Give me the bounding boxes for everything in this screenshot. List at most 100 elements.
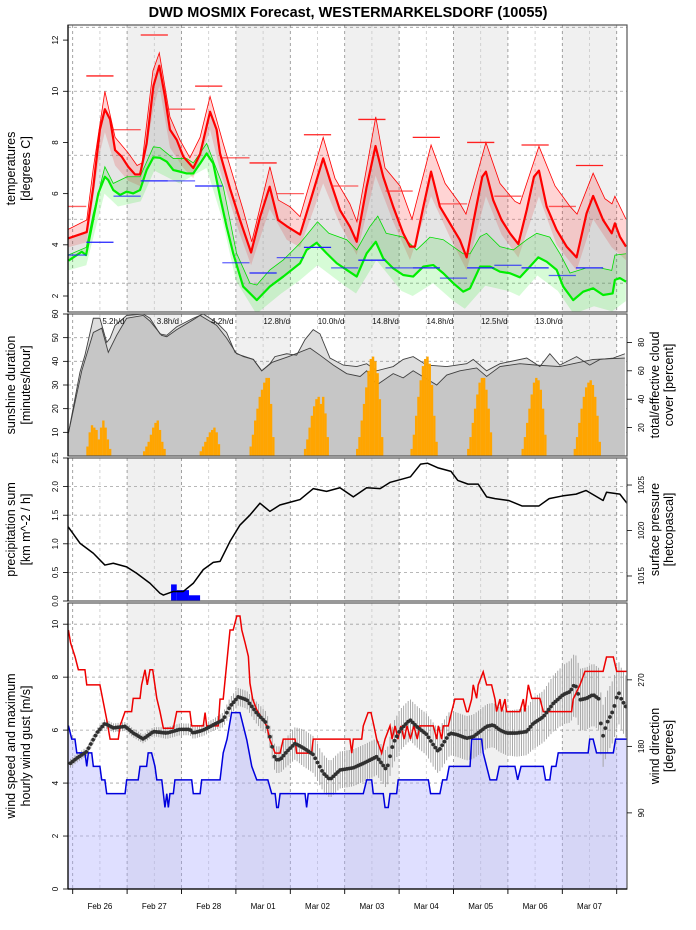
sunshine-bar bbox=[371, 356, 375, 456]
sunshine-bar bbox=[210, 429, 214, 456]
wind-direction-dot bbox=[227, 706, 232, 711]
x-axis-date-label: Mar 03 bbox=[359, 902, 384, 911]
sunshine-bar bbox=[541, 408, 545, 456]
temperature-ytick-label: 10 bbox=[51, 86, 60, 95]
sunshine-bar bbox=[93, 427, 96, 456]
wind-direction-dot bbox=[249, 704, 254, 709]
wind-ytick-label: 4 bbox=[51, 780, 60, 785]
shaded-day-band bbox=[453, 25, 508, 312]
sunshine-bar bbox=[303, 448, 307, 456]
precipitation-ylabel-line2: [km m^-2 / h] bbox=[19, 494, 33, 566]
wind-direction-dot bbox=[313, 756, 318, 761]
sunshine-bar bbox=[469, 437, 472, 456]
sunshine-bar bbox=[362, 403, 366, 456]
sunshine-bar bbox=[90, 425, 94, 456]
sunshine-plot-area bbox=[68, 314, 627, 456]
precipitation-bar bbox=[188, 595, 201, 601]
wind-direction-dot bbox=[254, 710, 259, 715]
sunshine-bar bbox=[380, 437, 384, 456]
sunshine-bar bbox=[526, 422, 529, 456]
temperature-upper-line bbox=[68, 51, 627, 242]
wind-direction-dot bbox=[619, 696, 624, 701]
wind-panel bbox=[67, 602, 628, 890]
sunshine-bar bbox=[435, 441, 438, 456]
sunshine-bar bbox=[310, 415, 314, 456]
sunshine-bar bbox=[584, 387, 588, 456]
wind-direction-dot bbox=[311, 752, 315, 757]
sunshine-bar bbox=[106, 439, 110, 456]
sunshine-ytick-label: 40 bbox=[51, 356, 60, 365]
sunshine-bar bbox=[376, 373, 379, 456]
sunshine-ytick-label: 50 bbox=[51, 333, 60, 342]
x-axis-date-label: Feb 26 bbox=[87, 902, 112, 911]
sunshine-bar bbox=[365, 387, 368, 456]
sunshine-bar bbox=[142, 451, 146, 456]
wind-direction-dot bbox=[283, 751, 288, 755]
x-axis-date-label: Mar 05 bbox=[468, 902, 493, 911]
sunshine-bar bbox=[163, 448, 166, 456]
wind-direction-dot bbox=[442, 739, 447, 744]
wind-direction-dot bbox=[374, 754, 379, 759]
sunshine-bar bbox=[575, 437, 579, 456]
sunshine-bar bbox=[267, 377, 271, 456]
temperature-line bbox=[68, 64, 627, 259]
precipitation-ytick-label: 2.0 bbox=[51, 480, 60, 492]
wind-ytick-label: 2 bbox=[51, 833, 60, 838]
wind-direction-dot bbox=[224, 710, 229, 715]
wind-direction-dot bbox=[424, 732, 429, 737]
wind-direction-dot bbox=[428, 739, 433, 743]
wind-direction-dot bbox=[610, 710, 615, 715]
shaded-day-band bbox=[235, 458, 291, 601]
sunshine-bar bbox=[149, 434, 153, 456]
sunshine-y2tick-label: 80 bbox=[637, 337, 646, 346]
wind-ylabel-line2: hourly wind gust [m/s] bbox=[19, 686, 33, 807]
sunshine-bar bbox=[582, 396, 586, 456]
wind-direction-dot bbox=[612, 704, 617, 708]
wind-direction-dot bbox=[390, 745, 395, 749]
wind-direction-dot bbox=[379, 760, 383, 765]
wind-direction-dot bbox=[404, 722, 408, 726]
sunshine-bar bbox=[215, 432, 218, 456]
wind-direction-dot bbox=[394, 734, 399, 739]
wind-ytick-label: 6 bbox=[51, 727, 60, 732]
sunshine-bar bbox=[158, 429, 162, 456]
wind-direction-dot bbox=[95, 730, 100, 734]
daily-sunshine-label: 14.8h/d bbox=[427, 317, 454, 326]
sunshine-y2label-line2: cover [percent] bbox=[662, 344, 676, 427]
precipitation-ytick-label: 0.0 bbox=[51, 595, 60, 607]
sunshine-bar bbox=[208, 432, 212, 456]
wind-direction-dot bbox=[574, 684, 578, 689]
sunshine-bar bbox=[419, 380, 422, 456]
sunshine-bar bbox=[426, 356, 429, 456]
daily-sunshine-label: 4.2h/d bbox=[211, 317, 233, 326]
dewpoint-upper-line bbox=[68, 142, 627, 286]
precipitation-panel bbox=[67, 457, 628, 602]
wind-direction-dot bbox=[247, 701, 252, 706]
daily-sunshine-label: 14.8h/d bbox=[372, 317, 399, 326]
sunshine-bar bbox=[88, 432, 91, 456]
wind-direction-dot bbox=[576, 692, 581, 696]
sunshine-bar bbox=[322, 396, 325, 456]
sunshine-bar bbox=[265, 377, 268, 456]
sunshine-bar bbox=[480, 377, 484, 456]
x-axis-date-label: Mar 01 bbox=[251, 902, 276, 911]
sunshine-bar bbox=[473, 408, 477, 456]
wind-direction-dot-group bbox=[68, 683, 627, 781]
wind-direction-dot bbox=[567, 690, 572, 694]
sunshine-bar bbox=[199, 451, 203, 456]
sunshine-bar bbox=[263, 382, 266, 456]
sunshine-bar bbox=[596, 415, 599, 456]
sunshine-ytick-label: 60 bbox=[51, 309, 60, 318]
daily-sunshine-label: 5.2h/d bbox=[102, 317, 124, 326]
sunshine-bar bbox=[478, 382, 481, 456]
precipitation-y2tick-label: 1020 bbox=[637, 521, 646, 539]
wind-direction-dot bbox=[91, 737, 95, 742]
wind-direction-dot bbox=[376, 757, 381, 762]
sunshine-bar bbox=[308, 427, 311, 456]
wind-direction-dot bbox=[603, 726, 608, 730]
wind-ytick-label: 8 bbox=[51, 674, 60, 679]
sunshine-bar bbox=[523, 437, 527, 456]
precipitation-ylabel-line1: precipitation sum bbox=[4, 482, 18, 577]
wind-direction-dot bbox=[438, 747, 442, 751]
